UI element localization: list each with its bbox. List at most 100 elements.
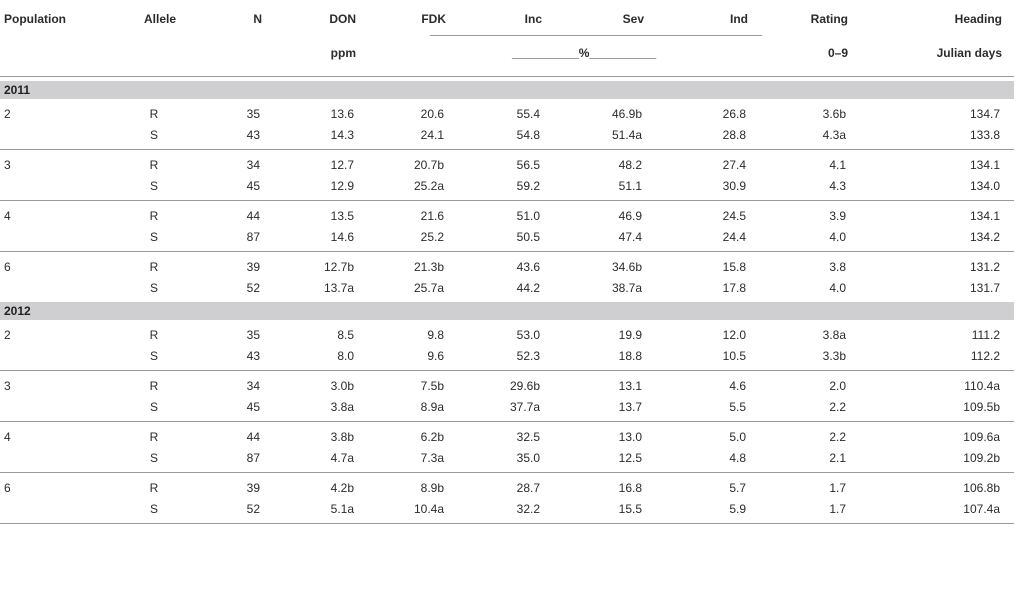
- rating-cell: 1.7: [829, 502, 846, 516]
- allele-cell: S: [149, 400, 158, 414]
- don-cell: 13.6: [330, 107, 354, 121]
- allele-cell: R: [149, 430, 159, 444]
- rating-cell: 2.2: [829, 430, 846, 444]
- rating-cell: 3.8: [829, 260, 846, 274]
- sev-cell: 47.4: [618, 230, 642, 244]
- allele-cell: R: [149, 481, 159, 495]
- fdk-cell: 24.1: [420, 128, 444, 142]
- header-bottom-rule: [0, 76, 1014, 77]
- heading-cell: 109.5b: [963, 400, 1000, 414]
- sev-cell: 13.1: [618, 379, 642, 393]
- fdk-cell: 8.9b: [420, 481, 444, 495]
- inc-cell: 50.5: [516, 230, 540, 244]
- ind-cell: 5.5: [729, 400, 746, 414]
- rating-cell: 3.8a: [822, 328, 846, 342]
- sev-cell: 13.7: [618, 400, 642, 414]
- n-cell: 52: [246, 502, 260, 516]
- don-cell: 4.2b: [330, 481, 354, 495]
- sev-cell: 34.6b: [611, 260, 642, 274]
- percent-group-rule: [430, 35, 762, 36]
- inc-cell: 43.6: [516, 260, 540, 274]
- header-allele: Allele: [144, 12, 177, 26]
- allele-cell: R: [149, 328, 159, 342]
- population-cell: 2: [4, 107, 11, 121]
- rating-cell: 2.0: [829, 379, 846, 393]
- heading-cell: 131.7: [969, 281, 1000, 295]
- inc-cell: 29.6b: [509, 379, 540, 393]
- table-row: S 87 14.6 25.2 50.5 47.4 24.4 4.0 134.2: [0, 230, 1014, 246]
- ind-cell: 5.7: [729, 481, 746, 495]
- allele-cell: R: [149, 107, 159, 121]
- ind-cell: 27.4: [722, 158, 746, 172]
- rating-cell: 2.1: [829, 451, 846, 465]
- rating-cell: 3.6b: [822, 107, 846, 121]
- heading-cell: 133.8: [969, 128, 1000, 142]
- n-cell: 87: [246, 230, 260, 244]
- heading-cell: 109.6a: [963, 430, 1000, 444]
- unit-heading: Julian days: [936, 46, 1002, 60]
- table-row: S 87 4.7a 7.3a 35.0 12.5 4.8 2.1 109.2b: [0, 451, 1014, 467]
- unit-rating: 0–9: [827, 46, 848, 60]
- group-separator: [0, 149, 1014, 150]
- fdk-cell: 8.9a: [420, 400, 444, 414]
- ind-cell: 26.8: [722, 107, 746, 121]
- n-cell: 35: [246, 107, 260, 121]
- table-row: 4 R 44 13.5 21.6 51.0 46.9 24.5 3.9 134.1: [0, 209, 1014, 225]
- inc-cell: 44.2: [516, 281, 540, 295]
- n-cell: 45: [246, 400, 260, 414]
- table-row: 2 R 35 13.6 20.6 55.4 46.9b 26.8 3.6b 134.7: [0, 107, 1014, 123]
- table-row: S 43 14.3 24.1 54.8 51.4a 28.8 4.3a 133.8: [0, 128, 1014, 144]
- year-label: 2012: [4, 304, 31, 318]
- heading-cell: 134.1: [969, 209, 1000, 223]
- header-population: Population: [4, 12, 66, 26]
- don-cell: 8.0: [337, 349, 354, 363]
- ind-cell: 10.5: [722, 349, 746, 363]
- ind-cell: 12.0: [722, 328, 746, 342]
- table-row: 4 R 44 3.8b 6.2b 32.5 13.0 5.0 2.2 109.6a: [0, 430, 1014, 446]
- don-cell: 5.1a: [330, 502, 354, 516]
- n-cell: 45: [246, 179, 260, 193]
- year-section-bar: 2012: [0, 302, 1014, 320]
- inc-cell: 51.0: [516, 209, 540, 223]
- fdk-cell: 21.6: [420, 209, 444, 223]
- group-separator: [0, 200, 1014, 201]
- rating-cell: 4.1: [829, 158, 846, 172]
- fdk-cell: 7.3a: [420, 451, 444, 465]
- inc-cell: 55.4: [516, 107, 540, 121]
- sev-cell: 15.5: [618, 502, 642, 516]
- inc-cell: 59.2: [516, 179, 540, 193]
- ind-cell: 4.6: [729, 379, 746, 393]
- allele-cell: S: [149, 451, 158, 465]
- n-cell: 43: [246, 128, 260, 142]
- sev-cell: 18.8: [618, 349, 642, 363]
- fdk-cell: 6.2b: [420, 430, 444, 444]
- allele-cell: S: [149, 502, 158, 516]
- year-label: 2011: [4, 83, 31, 97]
- inc-cell: 32.5: [516, 430, 540, 444]
- n-cell: 87: [246, 451, 260, 465]
- header-don: DON: [329, 12, 356, 26]
- rating-cell: 4.3a: [822, 128, 846, 142]
- fdk-cell: 9.8: [427, 328, 444, 342]
- ind-cell: 5.0: [729, 430, 746, 444]
- ind-cell: 5.9: [729, 502, 746, 516]
- don-cell: 13.7a: [323, 281, 354, 295]
- ind-cell: 17.8: [722, 281, 746, 295]
- rating-cell: 3.3b: [822, 349, 846, 363]
- table-row: 3 R 34 12.7 20.7b 56.5 48.2 27.4 4.1 134.1: [0, 158, 1014, 174]
- header-inc: Inc: [524, 12, 542, 26]
- ind-cell: 4.8: [729, 451, 746, 465]
- sev-cell: 19.9: [618, 328, 642, 342]
- allele-cell: R: [149, 379, 159, 393]
- heading-cell: 134.0: [969, 179, 1000, 193]
- table-row: 2 R 35 8.5 9.8 53.0 19.9 12.0 3.8a 111.2: [0, 328, 1014, 344]
- population-cell: 4: [4, 430, 11, 444]
- sev-cell: 12.5: [618, 451, 642, 465]
- rating-cell: 3.9: [829, 209, 846, 223]
- ind-cell: 15.8: [722, 260, 746, 274]
- group-separator: [0, 421, 1014, 422]
- rating-cell: 2.2: [829, 400, 846, 414]
- fdk-cell: 7.5b: [420, 379, 444, 393]
- population-cell: 6: [4, 481, 11, 495]
